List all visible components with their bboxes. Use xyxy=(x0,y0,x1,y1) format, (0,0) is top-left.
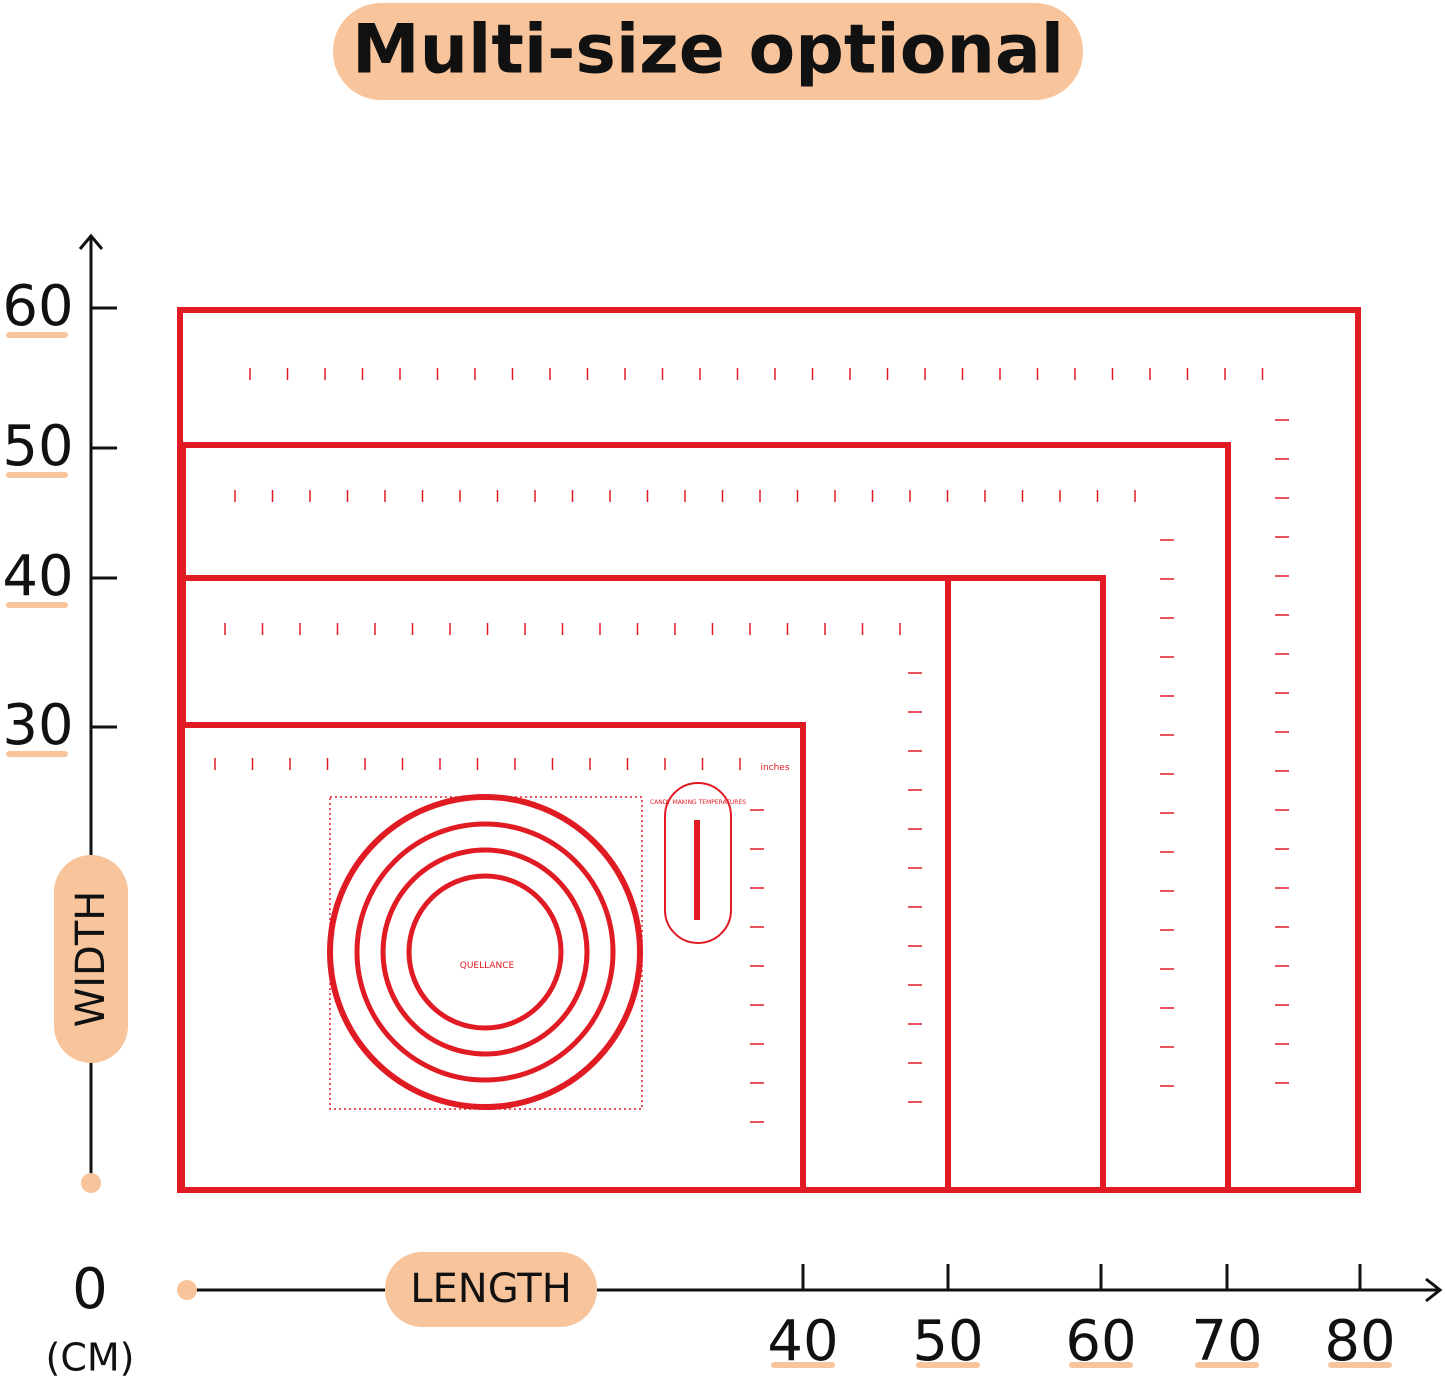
y-origin-dot xyxy=(81,1173,101,1193)
y-arrow xyxy=(78,233,104,250)
label-underline xyxy=(6,332,68,338)
brand: QUELLANCE xyxy=(460,961,515,971)
label-underline xyxy=(1195,1362,1259,1368)
circle xyxy=(406,873,564,1031)
label-underline xyxy=(6,751,68,757)
y-ticks: 60 50 40 30 xyxy=(2,274,117,758)
units: inches xyxy=(760,763,789,773)
x-arrow xyxy=(1425,1277,1443,1303)
circle xyxy=(380,847,590,1057)
x-origin-dot xyxy=(177,1280,197,1300)
x-tick-label: 60 xyxy=(1065,1309,1136,1374)
y-tick-label: 50 xyxy=(2,414,73,479)
y-axis-label: WIDTH xyxy=(68,891,114,1028)
unit-label: (CM) xyxy=(46,1336,135,1380)
rulers xyxy=(214,368,1289,1123)
label-underline xyxy=(1069,1362,1133,1368)
mat-40x30 xyxy=(179,722,806,1193)
mats xyxy=(177,307,1361,1193)
title-pill xyxy=(333,3,1083,100)
x-tick-label: 50 xyxy=(912,1309,983,1374)
candy-title: CANDY MAKING TEMPERATURES xyxy=(650,799,746,806)
label-underline xyxy=(6,602,68,608)
x-tick-label: 40 xyxy=(767,1309,838,1374)
width-pill xyxy=(54,855,128,1063)
dotted-square xyxy=(329,796,643,1110)
circle xyxy=(354,821,616,1083)
label-underline xyxy=(916,1362,980,1368)
y-tick-label: 60 xyxy=(2,274,73,339)
x-axis-label: LENGTH xyxy=(410,1266,572,1312)
x-tick-label: 70 xyxy=(1191,1309,1262,1374)
label-underline xyxy=(771,1362,835,1368)
label-underline xyxy=(6,472,68,478)
candy-chart xyxy=(664,782,732,944)
title: Multi-size optional xyxy=(352,11,1064,90)
length-pill xyxy=(385,1252,597,1327)
label-underline xyxy=(1328,1362,1392,1368)
y-tick-label: 30 xyxy=(2,693,73,758)
mat-decoration: QUELLANCE inches CANDY MAKING TEMPERATUR… xyxy=(327,763,790,1110)
x-ticks: 40 50 60 70 80 xyxy=(767,1264,1396,1374)
origin-label: 0 xyxy=(72,1257,108,1322)
x-tick-label: 80 xyxy=(1324,1309,1395,1374)
y-tick-label: 40 xyxy=(2,544,73,609)
